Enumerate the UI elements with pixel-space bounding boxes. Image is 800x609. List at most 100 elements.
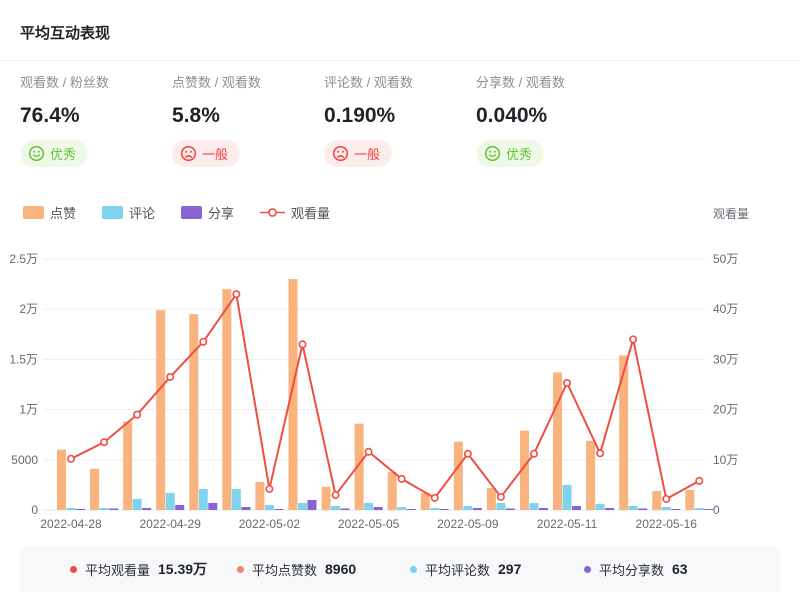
view-point-8[interactable] (331, 490, 340, 499)
bar-分享-12[interactable] (472, 507, 482, 510)
bar-分享-0[interactable] (76, 509, 85, 510)
bar-点赞-4[interactable] (189, 314, 199, 510)
bar-点赞-9[interactable] (354, 423, 364, 510)
bar-分享-3[interactable] (175, 504, 185, 510)
left-axis-tick: 0 (31, 503, 38, 517)
bar-分享-2[interactable] (142, 507, 152, 510)
bar-点赞-11[interactable] (420, 492, 430, 510)
bar-点赞-15[interactable] (553, 372, 563, 510)
avg-label: 平均点赞数 (252, 562, 318, 578)
bar-点赞-3[interactable] (156, 310, 166, 510)
shares-swatch (181, 206, 203, 219)
view-point-2[interactable] (133, 410, 142, 419)
bar-分享-11[interactable] (439, 508, 449, 510)
view-point-3[interactable] (166, 372, 175, 381)
legend-item-likes[interactable]: 点赞 (23, 203, 76, 222)
bar-分享-9[interactable] (373, 506, 383, 510)
bar-分享-13[interactable] (505, 508, 515, 510)
bar-点赞-13[interactable] (486, 487, 496, 510)
bar-评论-19[interactable] (694, 507, 704, 510)
likes-swatch (23, 206, 44, 219)
view-point-6[interactable] (265, 484, 274, 493)
bar-评论-6[interactable] (264, 504, 274, 510)
rating-text: 优秀 (506, 147, 533, 162)
bar-分享-14[interactable] (538, 507, 548, 510)
view-point-10[interactable] (397, 474, 406, 483)
bar-分享-15[interactable] (572, 505, 582, 510)
bar-点赞-18[interactable] (652, 490, 662, 510)
bar-点赞-8[interactable] (321, 486, 331, 510)
bar-评论-13[interactable] (496, 502, 506, 510)
view-point-14[interactable] (529, 449, 538, 458)
bar-评论-8[interactable] (331, 505, 341, 510)
view-point-16[interactable] (596, 449, 605, 458)
bar-评论-4[interactable] (198, 488, 208, 510)
view-point-7[interactable] (298, 340, 307, 349)
bar-点赞-2[interactable] (123, 421, 133, 510)
bar-评论-1[interactable] (99, 507, 109, 510)
view-point-13[interactable] (496, 492, 505, 501)
bar-点赞-6[interactable] (255, 481, 265, 510)
bars-评论 (66, 484, 704, 510)
bar-点赞-10[interactable] (387, 471, 397, 510)
bar-分享-18[interactable] (671, 508, 681, 510)
view-point-5[interactable] (232, 290, 241, 299)
view-point-19[interactable] (695, 476, 704, 485)
avg-likes: 平均点赞数 8960 (237, 546, 356, 592)
bar-评论-5[interactable] (231, 488, 241, 510)
view-point-11[interactable] (430, 493, 439, 502)
bar-点赞-0[interactable] (57, 449, 66, 510)
bar-点赞-19[interactable] (685, 489, 695, 510)
bar-点赞-5[interactable] (222, 289, 232, 510)
view-point-1[interactable] (100, 438, 109, 447)
rating-text: 一般 (354, 147, 381, 162)
left-axis-tick: 5000 (11, 453, 38, 467)
bar-评论-9[interactable] (364, 502, 374, 510)
legend-item-views[interactable]: 观看量 (260, 203, 330, 222)
bar-分享-4[interactable] (208, 502, 218, 510)
bar-评论-2[interactable] (132, 498, 142, 510)
view-point-15[interactable] (563, 378, 572, 387)
bar-评论-16[interactable] (595, 503, 605, 510)
bar-点赞-14[interactable] (519, 430, 529, 510)
bar-评论-10[interactable] (397, 506, 407, 510)
x-axis-label: 2022-05-11 (537, 517, 598, 531)
right-axis-tick: 30万 (713, 352, 738, 366)
legend-item-shares[interactable]: 分享 (181, 203, 234, 222)
bar-分享-16[interactable] (605, 507, 615, 510)
bar-点赞-12[interactable] (453, 441, 463, 510)
metric-value: 76.4% (20, 104, 80, 127)
bar-评论-18[interactable] (661, 506, 671, 510)
bar-评论-3[interactable] (165, 492, 175, 510)
bar-点赞-7[interactable] (288, 279, 298, 510)
avg-comments: 平均评论数 297 (410, 546, 521, 592)
bar-分享-17[interactable] (638, 508, 648, 510)
smiley-face-icon (28, 145, 45, 162)
view-point-9[interactable] (364, 447, 373, 456)
bar-评论-12[interactable] (463, 505, 473, 510)
bar-分享-7[interactable] (307, 499, 317, 510)
bar-评论-7[interactable] (297, 502, 307, 510)
view-point-17[interactable] (629, 335, 638, 344)
bar-点赞-16[interactable] (586, 440, 596, 510)
view-point-4[interactable] (199, 337, 208, 346)
bar-点赞-1[interactable] (90, 468, 100, 510)
bar-评论-11[interactable] (430, 507, 440, 510)
view-point-0[interactable] (67, 454, 76, 463)
likes-dot (237, 565, 244, 573)
bar-分享-6[interactable] (274, 508, 284, 510)
bar-点赞-17[interactable] (619, 355, 629, 510)
bar-评论-0[interactable] (66, 507, 76, 510)
bar-评论-15[interactable] (562, 484, 572, 510)
view-point-12[interactable] (463, 449, 472, 458)
bar-分享-5[interactable] (241, 506, 251, 510)
bar-分享-10[interactable] (406, 508, 416, 510)
bar-分享-19[interactable] (704, 508, 714, 510)
view-point-18[interactable] (662, 494, 671, 503)
bar-分享-1[interactable] (109, 508, 119, 510)
legend-item-comments[interactable]: 评论 (102, 203, 155, 222)
bar-评论-14[interactable] (529, 502, 539, 510)
frowny-face-icon (180, 145, 197, 162)
bar-分享-8[interactable] (340, 508, 350, 510)
bar-评论-17[interactable] (628, 505, 638, 510)
